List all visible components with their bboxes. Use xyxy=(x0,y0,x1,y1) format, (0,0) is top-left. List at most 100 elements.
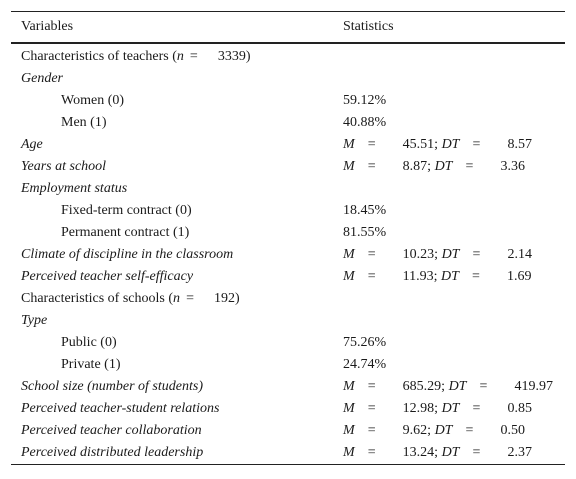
statistic-cell: M = 9.62; DT = 0.50 xyxy=(343,420,565,442)
deviation-symbol: DT xyxy=(448,379,467,394)
separator: ; xyxy=(441,379,446,394)
equals-sign: = xyxy=(186,291,194,306)
category-label: Private (1) xyxy=(61,357,121,372)
equals-sign: = xyxy=(367,137,376,152)
mean-value: 10.23 xyxy=(402,247,435,262)
deviation-symbol: DT xyxy=(441,137,460,152)
statistic-cell: M = 12.98; DT = 0.85 xyxy=(343,398,565,420)
deviation-value: 0.50 xyxy=(500,423,525,438)
table-header-row: Variables Statistics xyxy=(11,11,565,44)
equals-sign: = xyxy=(367,269,376,284)
table-row: Men (1) 40.88% xyxy=(11,112,565,134)
separator: ; xyxy=(427,423,432,438)
descriptive-statistics-table: Variables Statistics Characteristics of … xyxy=(11,11,565,465)
equals-sign: = xyxy=(189,49,198,64)
variable-label: Perceived teacher self-efficacy xyxy=(21,269,194,284)
group-label: Gender xyxy=(21,71,63,86)
deviation-symbol: DT xyxy=(441,247,460,262)
group-label: Type xyxy=(21,313,48,328)
table-row: Perceived teacher collaboration M = 9.62; D… xyxy=(11,420,565,442)
section-label-text: Characteristics of teachers ( xyxy=(21,49,177,64)
category-label: Public (0) xyxy=(61,335,117,350)
statistic-cell: M = 45.51; DT = 8.57 xyxy=(343,134,565,156)
mean-value: 8.87 xyxy=(402,159,428,174)
separator: ; xyxy=(427,159,432,174)
separator: ; xyxy=(434,247,439,262)
category-label: Women (0) xyxy=(61,93,125,108)
header-statistics: Statistics xyxy=(343,11,565,44)
deviation-value: 419.97 xyxy=(514,379,553,394)
table-row: School size (number of students) M = 685.29… xyxy=(11,376,565,398)
header-variables: Variables xyxy=(11,11,343,44)
category-label: Fixed-term contract (0) xyxy=(61,203,192,218)
table-row: Fixed-term contract (0) 18.45% xyxy=(11,200,565,222)
table-row: Women (0) 59.12% xyxy=(11,90,565,112)
sample-size-symbol: n xyxy=(176,49,184,64)
statistic-cell: 75.26% xyxy=(343,335,387,350)
variable-label: Climate of discipline in the classroom xyxy=(21,247,234,262)
equals-sign: = xyxy=(472,247,481,262)
separator: ; xyxy=(434,137,439,152)
mean-value: 11.93 xyxy=(402,269,434,284)
deviation-symbol: DT xyxy=(441,401,460,416)
mean-symbol: M xyxy=(343,445,355,460)
mean-symbol: M xyxy=(343,379,355,394)
statistic-cell: M = 685.29; DT = 419.97 xyxy=(343,376,565,398)
table-row: Perceived teacher self-efficacy M = 11.93; … xyxy=(11,266,565,288)
statistics-table-container: Variables Statistics Characteristics of … xyxy=(11,11,565,465)
category-label: Permanent contract (1) xyxy=(61,225,190,240)
mean-value: 13.24 xyxy=(402,445,435,460)
equals-sign: = xyxy=(472,445,481,460)
equals-sign: = xyxy=(465,423,474,438)
section-label: Characteristics of teachers (n = 3339) xyxy=(11,43,343,68)
variable-label: Perceived distributed leadership xyxy=(21,445,204,460)
equals-sign: = xyxy=(367,379,376,394)
table-row: Private (1) 24.74% xyxy=(11,354,565,376)
table-row: Age M = 45.51; DT = 8.57 xyxy=(11,134,565,156)
section-label-text: Characteristics of schools ( xyxy=(21,291,174,306)
table-row: Perceived teacher-student relations M = 12.… xyxy=(11,398,565,420)
deviation-value: 2.14 xyxy=(507,247,532,262)
mean-value: 12.98 xyxy=(402,401,435,416)
equals-sign: = xyxy=(465,159,474,174)
variable-label: Perceived teacher-student relations xyxy=(21,401,220,416)
sample-size-value: 3339) xyxy=(217,49,251,64)
statistic-cell: 40.88% xyxy=(343,115,387,130)
statistic-cell: 81.55% xyxy=(343,225,387,240)
variable-label: Age xyxy=(21,137,43,152)
statistic-cell: M = 13.24; DT = 2.37 xyxy=(343,442,565,465)
variable-label: Perceived teacher collaboration xyxy=(21,423,202,438)
equals-sign: = xyxy=(472,401,481,416)
equals-sign: = xyxy=(367,445,376,460)
group-label: Employment status xyxy=(21,181,128,196)
table-row: Gender xyxy=(11,68,565,90)
mean-value: 685.29 xyxy=(402,379,442,394)
equals-sign: = xyxy=(367,423,376,438)
table-row: Perceived distributed leadership M = 13.24;… xyxy=(11,442,565,465)
table-row: Climate of discipline in the classroom M =… xyxy=(11,244,565,266)
equals-sign: = xyxy=(472,269,480,284)
deviation-value: 8.57 xyxy=(507,137,532,152)
equals-sign: = xyxy=(367,401,376,416)
table-row: Type xyxy=(11,310,565,332)
sample-size-value: 192) xyxy=(214,291,240,306)
equals-sign: = xyxy=(479,379,488,394)
separator: ; xyxy=(433,269,438,284)
sample-size-symbol: n xyxy=(173,291,181,306)
table-body: Characteristics of teachers (n = 3339) Gend… xyxy=(11,43,565,465)
mean-symbol: M xyxy=(343,137,355,152)
variable-label: Years at school xyxy=(21,159,107,174)
separator: ; xyxy=(434,401,439,416)
equals-sign: = xyxy=(367,159,376,174)
table-row: Characteristics of schools (n = 192) xyxy=(11,288,565,310)
category-label: Men (1) xyxy=(61,115,107,130)
deviation-symbol: DT xyxy=(434,159,453,174)
table-row: Employment status xyxy=(11,178,565,200)
statistic-cell: 59.12% xyxy=(343,93,387,108)
table-row: Years at school M = 8.87; DT = 3.36 xyxy=(11,156,565,178)
deviation-symbol: DT xyxy=(441,445,460,460)
statistic-cell: 24.74% xyxy=(343,357,387,372)
statistic-cell xyxy=(343,43,565,68)
statistic-cell xyxy=(343,68,565,90)
statistic-cell: 18.45% xyxy=(343,203,387,218)
